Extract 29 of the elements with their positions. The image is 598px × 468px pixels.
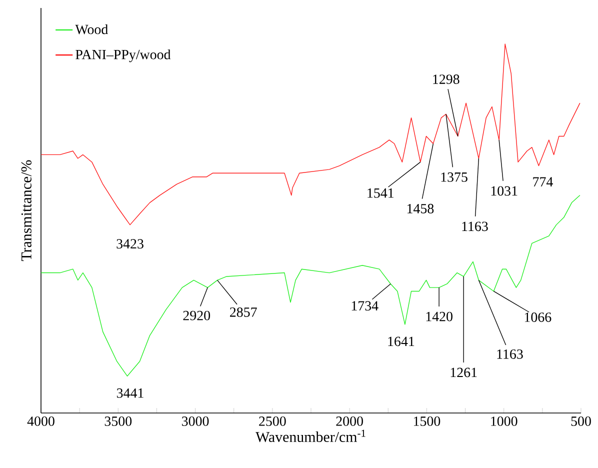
y-axis-title: Transmittance/% [21,160,32,262]
x-tick-label: 1500 [414,416,440,426]
annotation: 3441 [116,388,144,398]
annotation: 1541 [368,188,394,198]
x-tick-label: 3000 [182,416,209,426]
x-axis-title: Wavenumber/cm$^{-1}$ [256,430,366,442]
annotation: 1163 [462,222,488,232]
annotation: 1458 [407,204,434,214]
annotation: 1261 [450,368,477,378]
annotation: 2920 [183,310,210,320]
annotation: 774 [533,177,553,186]
annotation: 1420 [426,312,452,322]
annotation: 1734 [352,301,378,311]
annotation: 2857 [230,307,257,317]
x-tick-label: 2500 [259,416,286,426]
annotation: 1298 [433,74,460,84]
x-tick-label: 500 [571,416,591,426]
x-tick-label: 2000 [336,416,363,426]
annotation: 1641 [388,336,414,346]
annotation: 1066 [524,312,552,322]
annotation: 1375 [441,172,468,182]
x-tick-label: 4000 [27,416,54,426]
annotation: 3423 [116,239,144,249]
x-tick-label: 3500 [104,416,132,426]
annotation: 1031 [491,186,518,196]
legend-label: PANI–PPy/wood [76,49,171,62]
x-tick-label: 1000 [491,416,518,426]
annotation: 1163 [497,349,523,359]
legend-label: Wood [75,24,108,34]
